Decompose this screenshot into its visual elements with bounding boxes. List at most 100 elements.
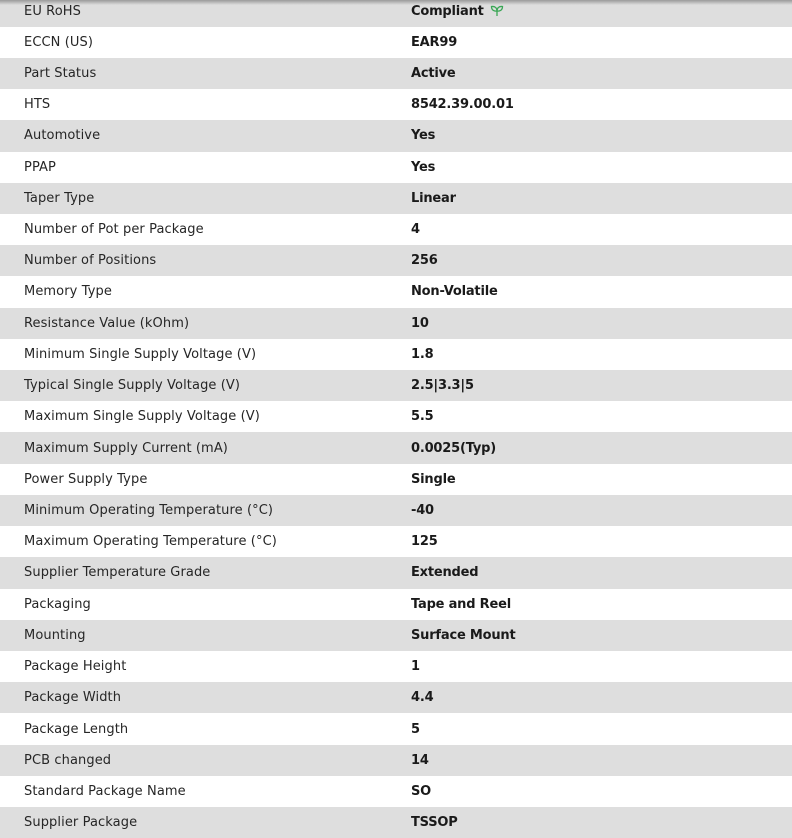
table-row: Minimum Single Supply Voltage (V) 1.8 — [0, 338, 792, 371]
spec-label: Package Length — [24, 721, 129, 737]
spec-value-text: 5.5 — [411, 409, 434, 425]
table-row: Supplier Package TSSOP — [0, 807, 792, 838]
spec-value-text: Surface Mount — [411, 627, 516, 643]
spec-value-text: Tape and Reel — [411, 596, 511, 612]
spec-label: Typical Single Supply Voltage (V) — [24, 378, 241, 394]
spec-value: 1.8 — [411, 347, 434, 362]
spec-value-text: Non-Volatile — [411, 284, 498, 300]
spec-value: EAR99 — [411, 35, 457, 50]
spec-value-text: TSSOP — [411, 815, 458, 831]
spec-value-text: 4.4 — [411, 690, 434, 706]
spec-label: Number of Pot per Package — [24, 222, 204, 238]
spec-value: 256 — [411, 253, 438, 268]
spec-label: PPAP — [24, 159, 56, 175]
spec-value: 8542.39.00.01 — [411, 97, 514, 112]
spec-value: Non-Volatile — [411, 284, 498, 299]
spec-label: HTS — [24, 97, 51, 113]
spec-value: TSSOP — [411, 815, 458, 830]
spec-label: Taper Type — [24, 190, 95, 206]
spec-value-text: SO — [411, 783, 432, 799]
spec-label: Minimum Operating Temperature (°C) — [24, 503, 274, 519]
table-row: Maximum Operating Temperature (°C) 125 — [0, 526, 792, 558]
spec-value: 5.5 — [411, 409, 434, 425]
spec-label: Mounting — [24, 627, 86, 643]
spec-value-text: 8542.39.00.01 — [411, 97, 514, 113]
spec-value: 14 — [411, 753, 429, 768]
spec-value: 4 — [411, 222, 420, 237]
spec-label: Maximum Operating Temperature (°C) — [24, 534, 277, 550]
spec-label: Automotive — [24, 128, 101, 144]
table-row: Number of Pot per Package 4 — [0, 213, 792, 246]
spec-value: 0.0025(Typ) — [411, 441, 496, 456]
spec-value: Compliant — [411, 4, 504, 19]
spec-value-text: 125 — [411, 534, 438, 550]
spec-value-text: Yes — [411, 128, 436, 144]
table-row: Part Status Active — [0, 57, 792, 90]
table-row: PPAP Yes — [0, 151, 792, 183]
spec-value: Tape and Reel — [411, 597, 511, 612]
spec-value-text: 0.0025(Typ) — [411, 440, 496, 456]
table-row: Package Height 1 — [0, 651, 792, 683]
spec-label: Resistance Value (kOhm) — [24, 315, 190, 331]
spec-value: 5 — [411, 722, 420, 737]
spec-value-text: Extended — [411, 565, 479, 581]
spec-value: Extended — [411, 565, 479, 581]
spec-label: Memory Type — [24, 284, 112, 300]
spec-label: Packaging — [24, 596, 91, 612]
spec-value-text: -40 — [411, 503, 434, 519]
spec-value: Active — [411, 66, 456, 81]
spec-value-text: Compliant — [411, 3, 484, 19]
spec-value-text: EAR99 — [411, 34, 458, 50]
spec-value-text: 4 — [411, 222, 420, 238]
spec-value-text: Linear — [411, 190, 456, 206]
table-row: Automotive Yes — [0, 120, 792, 152]
table-row: Maximum Supply Current (mA) 0.0025(Typ) — [0, 432, 792, 464]
spec-value: Yes — [411, 160, 435, 175]
top-shadow — [0, 0, 792, 5]
spec-label: Maximum Supply Current (mA) — [24, 440, 228, 456]
table-row: Minimum Operating Temperature (°C) -40 — [0, 494, 792, 527]
spec-label: Standard Package Name — [24, 783, 186, 799]
table-row: Standard Package Name SO — [0, 775, 792, 808]
table-row: ECCN (US) EAR99 — [0, 26, 792, 58]
spec-label: Package Width — [24, 690, 122, 706]
spec-value-text: 5 — [411, 721, 420, 737]
spec-value: -40 — [411, 503, 434, 518]
spec-label: Power Supply Type — [24, 471, 148, 487]
spec-label: Number of Positions — [24, 253, 157, 269]
spec-label: Package Height — [24, 659, 127, 675]
spec-value: 10 — [411, 316, 429, 331]
table-row: HTS 8542.39.00.01 — [0, 89, 792, 121]
table-row: Package Width 4.4 — [0, 682, 792, 714]
spec-label: Maximum Single Supply Voltage (V) — [24, 409, 260, 425]
spec-value-text: 10 — [411, 315, 429, 331]
spec-value: Linear — [411, 191, 456, 206]
spec-label: Part Status — [24, 65, 97, 81]
table-row: PCB changed 14 — [0, 744, 792, 776]
spec-label: ECCN (US) — [24, 34, 94, 50]
leaf-icon — [490, 5, 504, 17]
table-row: Maximum Single Supply Voltage (V) 5.5 — [0, 401, 792, 433]
spec-value: 125 — [411, 534, 438, 549]
table-row: Supplier Temperature Grade Extended — [0, 557, 792, 589]
spec-value-text: 2.5|3.3|5 — [411, 378, 474, 394]
spec-value: 2.5|3.3|5 — [411, 378, 474, 393]
table-row: Taper Type Linear — [0, 182, 792, 214]
spec-value-text: Single — [411, 471, 456, 487]
table-row: Resistance Value (kOhm) 10 — [0, 307, 792, 339]
table-row: Package Length 5 — [0, 713, 792, 745]
spec-label: Minimum Single Supply Voltage (V) — [24, 346, 257, 362]
spec-label: Supplier Package — [24, 815, 138, 831]
table-row: Power Supply Type Single — [0, 463, 792, 495]
spec-label: PCB changed — [24, 752, 112, 768]
spec-value: 4.4 — [411, 690, 434, 706]
spec-label: Supplier Temperature Grade — [24, 565, 211, 581]
table-row: Mounting Surface Mount — [0, 619, 792, 651]
spec-value: Single — [411, 471, 456, 487]
spec-value-text: 14 — [411, 752, 429, 768]
spec-value-text: 1 — [411, 659, 420, 675]
spec-value-text: Yes — [411, 159, 436, 175]
spec-label: EU RoHS — [24, 3, 81, 19]
table-row: Typical Single Supply Voltage (V) 2.5|3.3… — [0, 370, 792, 402]
